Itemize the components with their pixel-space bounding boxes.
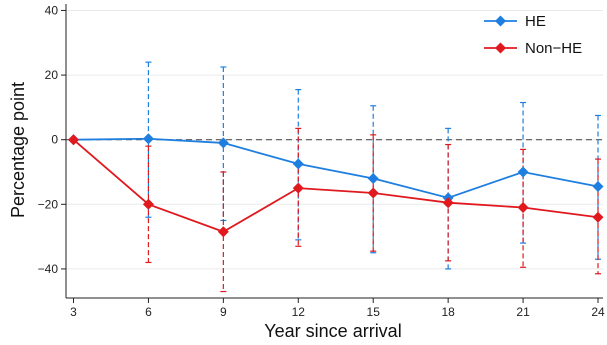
data-point-non-he <box>592 211 604 223</box>
y-ticks: −40 −20 0 20 40 <box>38 3 66 276</box>
y-tick-label: −40 <box>38 262 59 276</box>
axes <box>65 4 603 299</box>
x-tick-label: 3 <box>70 305 77 319</box>
series-markers <box>67 133 604 238</box>
y-tick-label: 20 <box>45 68 59 82</box>
x-axis-title: Year since arrival <box>264 321 401 341</box>
data-point-non-he <box>442 197 454 209</box>
x-tick-label: 15 <box>367 305 381 319</box>
data-point-he <box>517 166 529 178</box>
legend-label-non-he: Non−HE <box>525 40 582 57</box>
data-point-non-he <box>67 134 79 146</box>
legend-marker-he <box>495 15 506 27</box>
data-point-non-he <box>517 202 529 214</box>
x-tick-label: 21 <box>516 305 530 319</box>
legend-item-he: HE <box>484 13 546 30</box>
x-tick-label: 6 <box>145 305 152 319</box>
data-point-non-he <box>367 187 379 199</box>
series-line-he <box>73 137 599 199</box>
data-point-he <box>217 137 229 149</box>
data-point-he <box>367 172 379 184</box>
data-point-non-he <box>217 226 229 238</box>
x-tick-label: 12 <box>292 305 306 319</box>
y-tick-label: 0 <box>51 133 58 147</box>
series-lines <box>72 137 599 233</box>
data-point-he <box>142 133 154 145</box>
y-axis-title: Percentage point <box>8 82 28 218</box>
legend: HE Non−HE <box>484 13 582 57</box>
legend-item-non-he: Non−HE <box>484 40 582 57</box>
x-tick-label: 24 <box>591 305 605 319</box>
y-tick-label: −20 <box>38 197 59 211</box>
series-line-non-he <box>72 139 599 233</box>
x-ticks: 3 6 9 12 15 18 21 24 <box>70 298 605 319</box>
legend-label-he: HE <box>525 13 546 30</box>
data-point-he <box>592 181 604 193</box>
data-point-non-he <box>292 182 304 194</box>
x-tick-label: 9 <box>220 305 227 319</box>
x-tick-label: 18 <box>441 305 455 319</box>
data-point-he <box>292 158 304 170</box>
data-point-non-he <box>142 198 154 210</box>
legend-marker-non-he <box>495 42 506 54</box>
y-tick-label: 40 <box>45 3 59 17</box>
